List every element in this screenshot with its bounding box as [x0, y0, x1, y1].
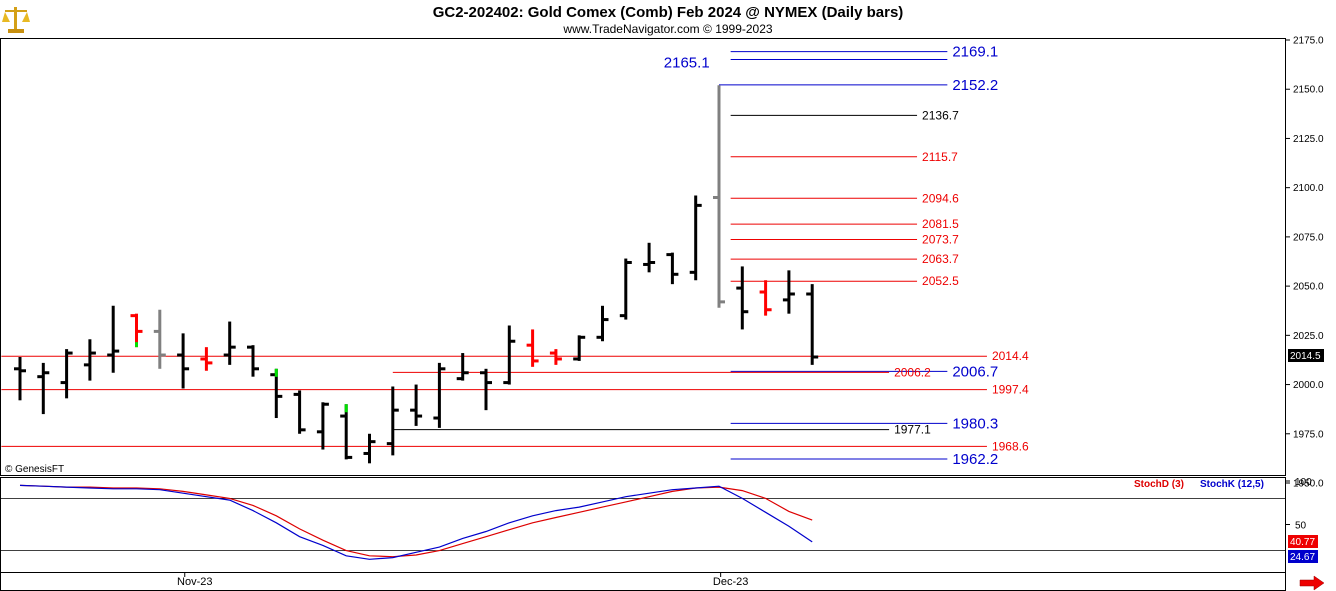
chart-subtitle: www.TradeNavigator.com © 1999-2023 [562, 22, 772, 36]
ohlc-bar [223, 321, 236, 365]
stoch-k-badge [1288, 550, 1318, 563]
ohlc-bars-group [14, 85, 819, 464]
ohlc-bar [107, 305, 120, 373]
level-label-12: 2006.7 [952, 363, 998, 380]
price-tick-label: 2125.0 [1293, 134, 1324, 145]
stoch-d-legend: StochD (3) [1134, 479, 1184, 490]
price-tick-label: 2150.0 [1293, 85, 1324, 96]
date-tick-label: Nov-23 [177, 576, 212, 588]
stoch-panel-frame [0, 477, 1286, 573]
level-label-16: 1977.1 [894, 423, 931, 437]
level-label-13: 2006.2 [894, 365, 931, 379]
ohlc-bar [643, 242, 656, 273]
level-label-11: 2014.4 [992, 349, 1029, 363]
level-label-9: 2063.7 [922, 252, 959, 266]
price-axis-group: 2175.0 2150.0 2125.0 2100.0 2075.0 2050.0 2025… [1285, 36, 1324, 490]
ohlc-bar [713, 85, 725, 308]
ohlc-bar [130, 313, 143, 348]
ohlc-bar [666, 252, 679, 285]
stoch-d-badge [1288, 535, 1318, 548]
level-label-3: 2152.2 [952, 77, 998, 94]
ohlc-bar [293, 390, 306, 434]
price-tick-label: 1975.0 [1293, 429, 1324, 440]
level-label-4: 2136.7 [922, 108, 959, 122]
stoch-group: 100 50 [1, 477, 1312, 560]
stoch-d-last: 40.77 [1290, 537, 1315, 548]
price-tick-label: 2000.0 [1293, 380, 1324, 391]
level-label-15: 1980.3 [952, 415, 998, 432]
ohlc-bar [270, 368, 283, 419]
ohlc-bar [433, 362, 446, 428]
chart-title: GC2-202402: Gold Comex (Comb) Feb 2024 @… [433, 4, 904, 21]
price-tick-label: 2175.0 [1293, 36, 1324, 47]
price-tick-label: 2025.0 [1293, 331, 1324, 342]
levels-group: 2169.1 2165.1 2152.2 2136.7 2115.7 2094.6 2081… [1, 44, 1029, 468]
last-price-badge [1288, 349, 1324, 362]
level-label-10: 2052.5 [922, 274, 959, 288]
ohlc-bar [60, 349, 73, 399]
ohlc-bar [37, 362, 50, 415]
ohlc-bar [596, 305, 609, 342]
ohlc-bar [340, 404, 353, 460]
ohlc-bar [83, 339, 96, 381]
stoch-series-1 [19, 484, 813, 560]
price-panel-frame [0, 38, 1286, 476]
price-tick-label: 2100.0 [1293, 183, 1324, 194]
level-label-18: 1962.2 [952, 451, 998, 468]
ohlc-bar [456, 353, 469, 381]
ohlc-bar [736, 266, 749, 330]
level-label-5: 2115.7 [922, 150, 958, 164]
ohlc-bar [480, 368, 492, 411]
price-tick-label: 1950.0 [1293, 479, 1324, 490]
price-tick-label: 2050.0 [1293, 282, 1324, 293]
ohlc-bar [153, 309, 166, 369]
ohlc-bar [573, 335, 586, 361]
balance-scale-icon [2, 7, 30, 33]
ohlc-bar [619, 258, 632, 320]
ohlc-bar [806, 284, 819, 365]
stoch-tick-label: 100 [1295, 477, 1312, 488]
ohlc-bar [549, 349, 562, 365]
ohlc-bar [782, 270, 795, 314]
ohlc-bar [14, 356, 26, 401]
watermark: © GenesisFT [5, 464, 64, 475]
date-tick-label: Dec-23 [713, 576, 748, 588]
level-label-8: 2073.7 [922, 232, 959, 246]
ohlc-bar [759, 280, 772, 316]
level-label-14: 1997.4 [992, 383, 1029, 397]
ohlc-bar [247, 345, 259, 377]
stoch-series-0 [19, 484, 813, 558]
ohlc-bar [410, 384, 423, 426]
stoch-tick-label: 50 [1295, 521, 1307, 532]
date-axis-group: Nov-23 Dec-23 [177, 572, 748, 588]
ohlc-bar [363, 433, 376, 464]
stoch-k-last: 24.67 [1290, 552, 1315, 563]
level-label-2: 2165.1 [664, 54, 710, 71]
ohlc-bar [689, 195, 702, 281]
scroll-right-arrow-icon[interactable] [1299, 575, 1325, 591]
ohlc-bar [200, 347, 213, 371]
last-price-label: 2014.5 [1290, 351, 1321, 362]
ohlc-bar [316, 402, 329, 450]
level-label-0: 2169.1 [952, 44, 998, 61]
level-label-17: 1968.6 [992, 439, 1029, 453]
level-label-6: 2094.6 [922, 191, 959, 205]
ohlc-bar [526, 329, 539, 367]
ohlc-bar [503, 325, 516, 385]
ohlc-bar [177, 333, 190, 389]
level-label-7: 2081.5 [922, 217, 959, 231]
price-tick-label: 2075.0 [1293, 232, 1324, 243]
ohlc-bar [386, 386, 399, 456]
stoch-k-legend: StochK (12,5) [1200, 479, 1264, 490]
